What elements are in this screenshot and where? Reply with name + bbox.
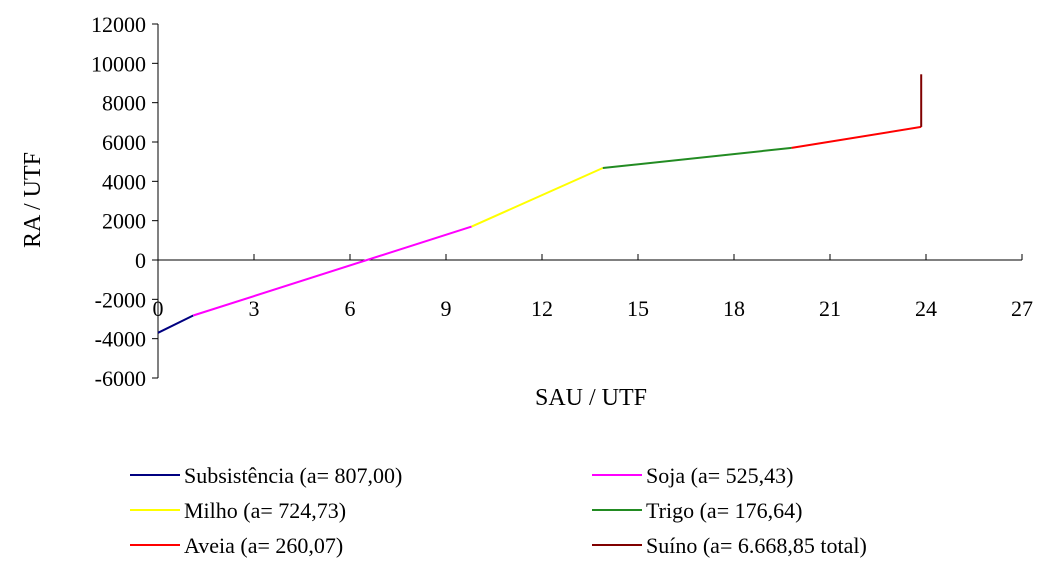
x-tick-label: 15 <box>627 296 649 321</box>
legend-item: Subsistência (a= 807,00) <box>130 463 402 488</box>
series-line <box>791 125 922 149</box>
legend-item: Soja (a= 525,43) <box>592 463 793 488</box>
x-tick-label: 27 <box>1011 296 1033 321</box>
x-axis-title: SAU / UTF <box>535 385 647 411</box>
legend-label: Soja (a= 525,43) <box>646 463 793 488</box>
legend-label: Milho (a= 724,73) <box>184 498 346 523</box>
legend-label: Suíno (a= 6.668,85 total) <box>646 533 867 558</box>
legend-item: Aveia (a= 260,07) <box>130 533 343 558</box>
legend-item: Trigo (a= 176,64) <box>592 498 802 523</box>
axes: -6000-4000-20000200040006000800010000120… <box>91 12 1033 391</box>
x-tick-label: 21 <box>819 296 841 321</box>
x-tick-label: 12 <box>531 296 553 321</box>
y-tick-label: 0 <box>135 248 146 273</box>
legend-label: Aveia (a= 260,07) <box>184 533 343 558</box>
x-tick-label: 6 <box>345 296 356 321</box>
series-lines <box>157 74 923 334</box>
y-tick-label: 8000 <box>102 91 146 116</box>
y-tick-label: 10000 <box>91 51 146 76</box>
y-tick-label: 6000 <box>102 130 146 155</box>
y-tick-label: 2000 <box>102 209 146 234</box>
x-tick-label: 0 <box>153 296 164 321</box>
y-axis-title: RA / UTF <box>20 152 46 248</box>
x-tick-label: 9 <box>441 296 452 321</box>
series-line <box>471 167 604 228</box>
x-tick-label: 18 <box>723 296 745 321</box>
series-line <box>157 314 194 334</box>
y-tick-label: 4000 <box>102 169 146 194</box>
legend-label: Subsistência (a= 807,00) <box>184 463 402 488</box>
legend: Subsistência (a= 807,00) Soja (a= 525,43)… <box>130 463 867 558</box>
x-tick-label: 24 <box>915 296 937 321</box>
series-line <box>602 146 792 169</box>
y-tick-label: -6000 <box>95 366 146 391</box>
y-tick-label: 12000 <box>91 12 146 37</box>
x-tick-label: 3 <box>249 296 260 321</box>
y-tick-label: -4000 <box>95 327 146 352</box>
series-line <box>192 225 472 317</box>
legend-label: Trigo (a= 176,64) <box>646 498 802 523</box>
legend-item: Milho (a= 724,73) <box>130 498 346 523</box>
y-tick-label: -2000 <box>95 287 146 312</box>
legend-item: Suíno (a= 6.668,85 total) <box>592 533 867 558</box>
